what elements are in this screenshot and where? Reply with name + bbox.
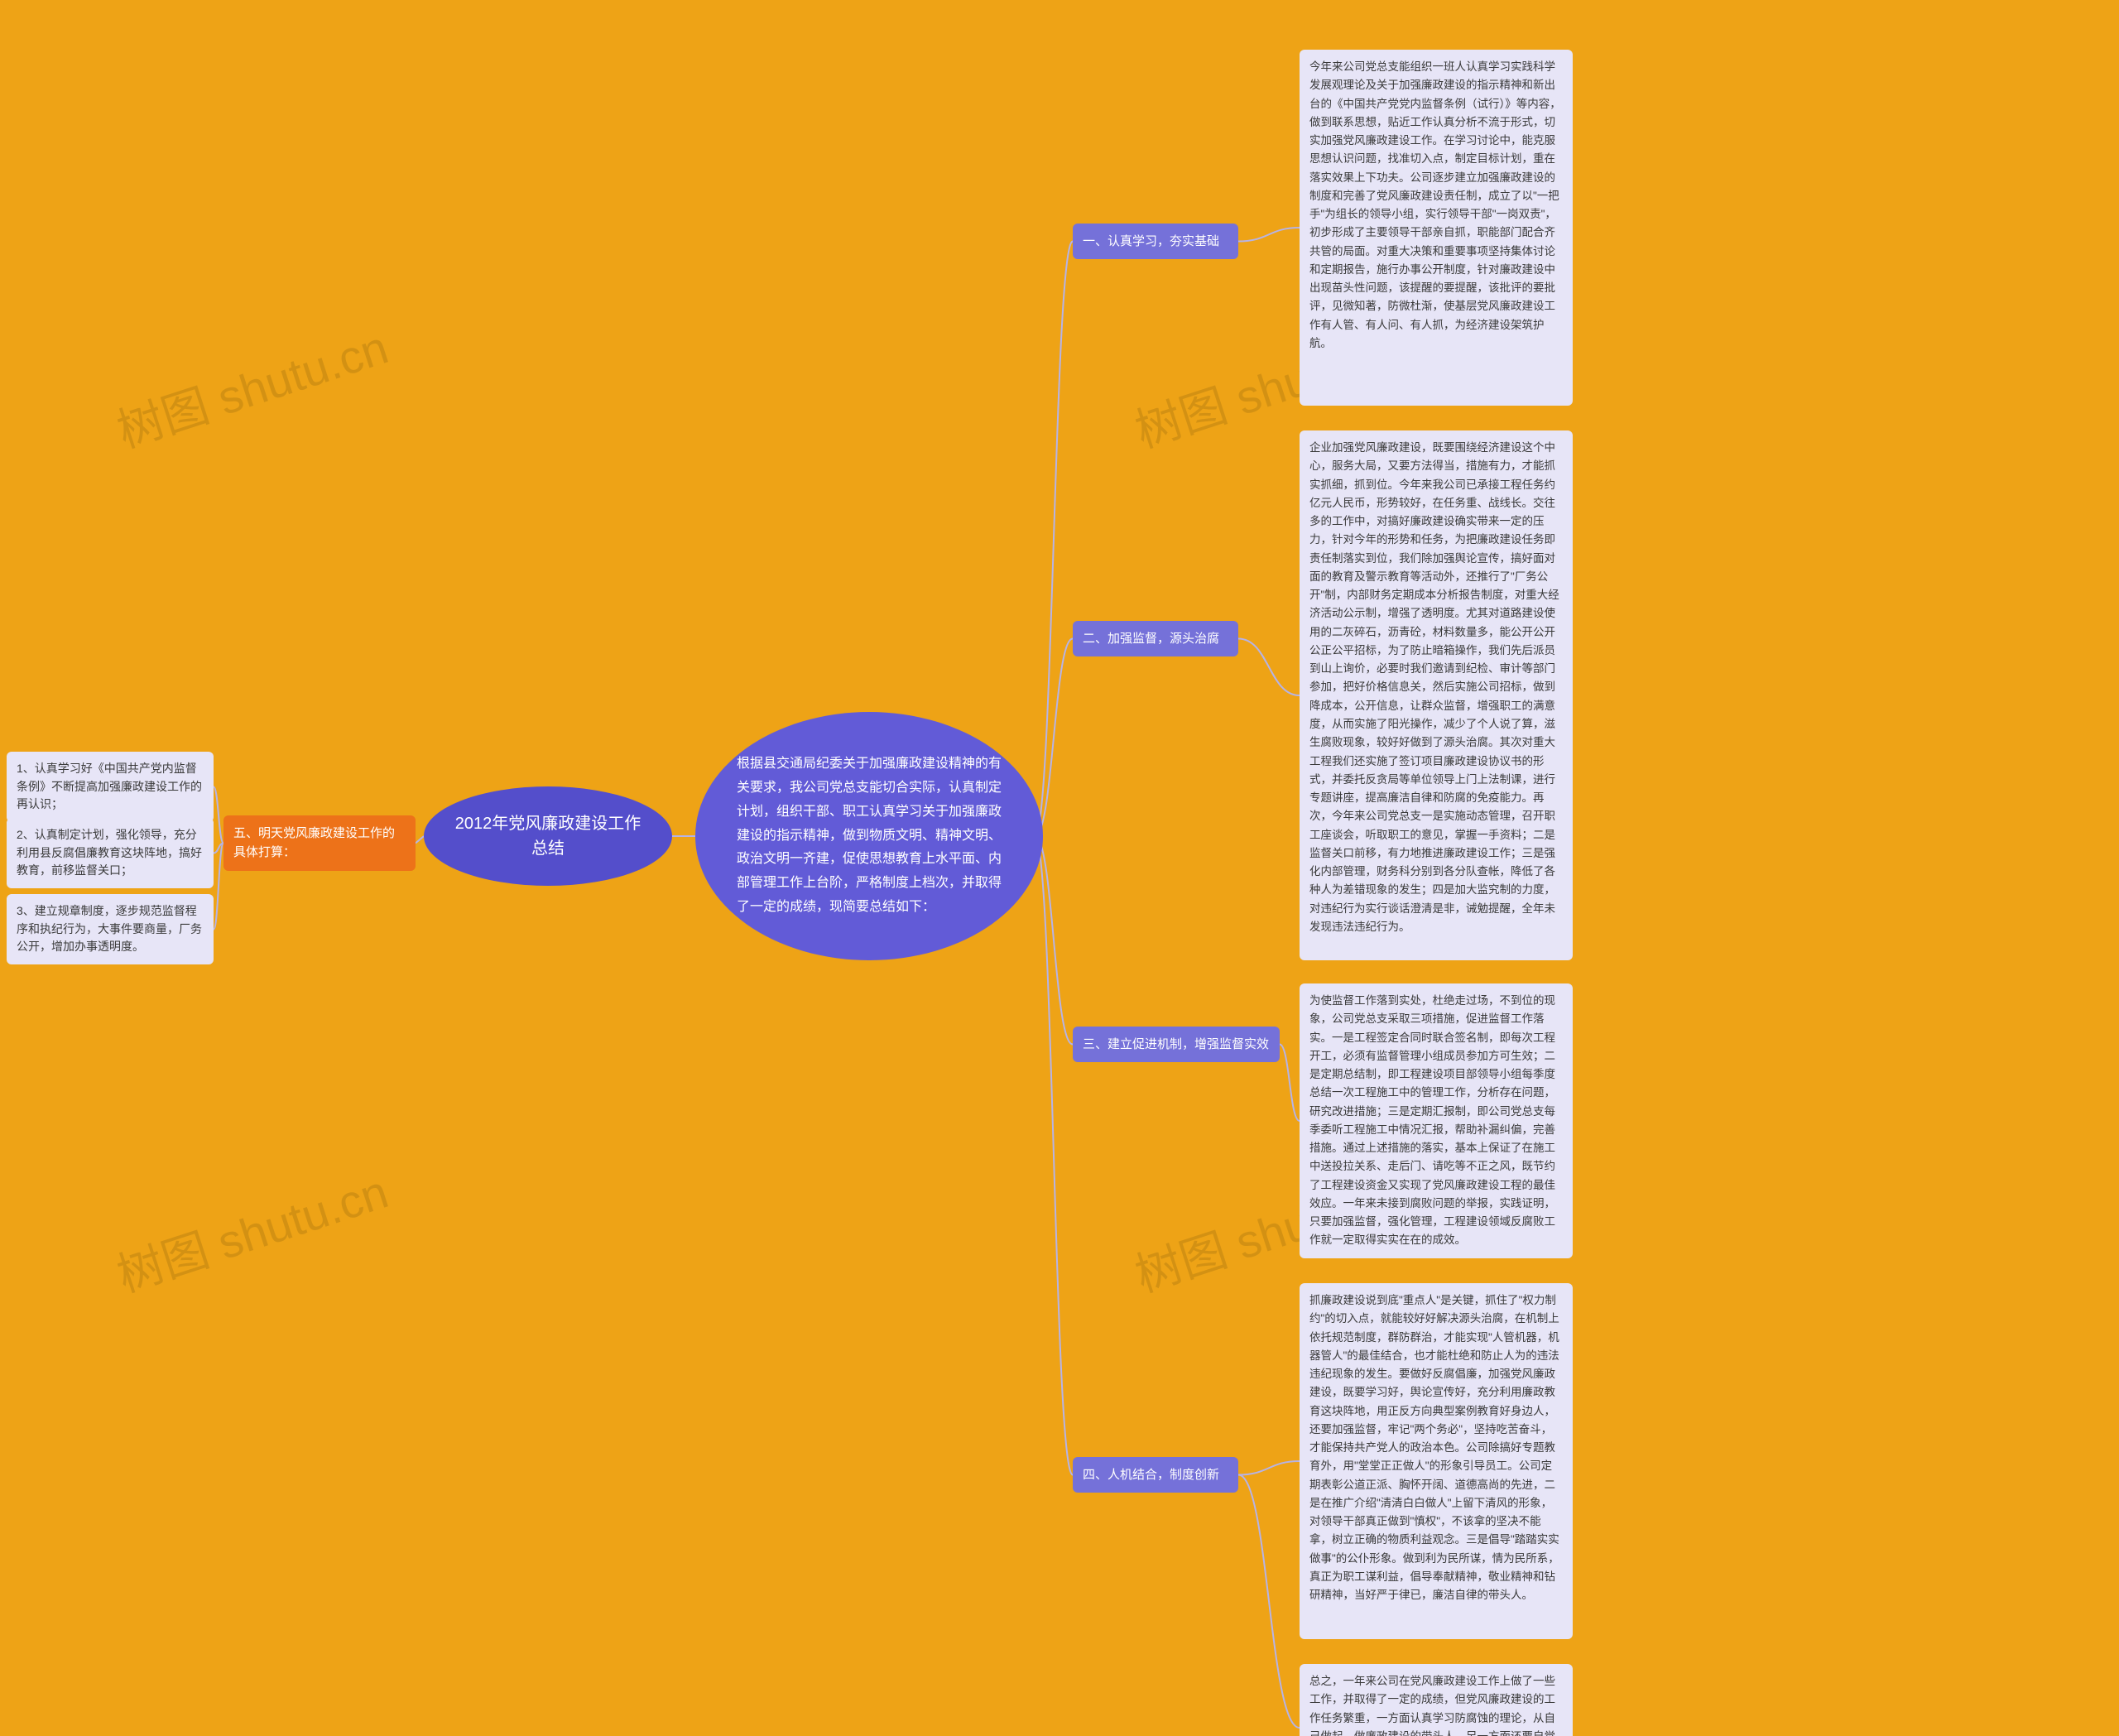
section-header-text: 一、认真学习，夯实基础 bbox=[1083, 232, 1219, 251]
detail-text: 总之，一年来公司在党风廉政建设工作上做了一些工作，并取得了一定的成绩，但党风廉政… bbox=[1309, 1675, 1555, 1736]
connector bbox=[1238, 639, 1300, 696]
connector bbox=[214, 787, 223, 844]
intro-node[interactable]: 根据县交通局纪委关于加强廉政建设精神的有关要求，我公司党总支能切合实际，认真制定… bbox=[695, 712, 1043, 960]
detail-node[interactable]: 为使监督工作落到实处，杜绝走过场，不到位的现象，公司党总支采取三项措施，促进监督… bbox=[1300, 983, 1573, 1258]
connector bbox=[1238, 1475, 1300, 1729]
connector bbox=[416, 836, 424, 844]
left-item[interactable]: 2、认真制定计划，强化领导，充分利用县反腐倡廉教育这块阵地，搞好教育，前移监督关… bbox=[7, 818, 214, 888]
left-header-text: 五、明天党风廉政建设工作的具体打算： bbox=[233, 826, 395, 859]
section-header-text: 二、加强监督，源头治腐 bbox=[1083, 629, 1219, 648]
connector bbox=[1035, 836, 1073, 1045]
left-item-text: 2、认真制定计划，强化领导，充分利用县反腐倡廉教育这块阵地，搞好教育，前移监督关… bbox=[17, 828, 202, 877]
connector bbox=[1238, 1461, 1300, 1475]
section-header-text: 三、建立促进机制，增强监督实效 bbox=[1083, 1035, 1269, 1054]
connector bbox=[1035, 836, 1073, 1475]
root-node[interactable]: 2012年党风廉政建设工作总结 bbox=[424, 786, 672, 886]
intro-text: 根据县交通局纪委关于加强廉政建设精神的有关要求，我公司党总支能切合实际，认真制定… bbox=[737, 753, 1002, 920]
watermark: 树图 shutu.cn bbox=[108, 1155, 396, 1306]
section-header[interactable]: 三、建立促进机制，增强监督实效 bbox=[1073, 1027, 1280, 1062]
left-header-node[interactable]: 五、明天党风廉政建设工作的具体打算： bbox=[223, 815, 416, 871]
left-item[interactable]: 1、认真学习好《中国共产党内监督条例》不断提高加强廉政建设工作的再认识； bbox=[7, 752, 214, 822]
left-item[interactable]: 3、建立规章制度，逐步规范监督程序和执纪行为，大事件要商量，厂务公开，增加办事透… bbox=[7, 894, 214, 964]
detail-node[interactable]: 抓廉政建设说到底"重点人"是关键，抓住了"权力制约"的切入点，就能较好好解决源头… bbox=[1300, 1283, 1573, 1639]
connector bbox=[1280, 1045, 1300, 1122]
detail-text: 企业加强党风廉政建设，既要围绕经济建设这个中心，服务大局，又要方法得当，措施有力… bbox=[1309, 441, 1559, 933]
section-header[interactable]: 四、人机结合，制度创新 bbox=[1073, 1457, 1238, 1493]
mindmap-canvas: 树图 shutu.cn树图 shutu.cn树图 shutu.cn树图 shut… bbox=[0, 0, 2119, 1736]
detail-node[interactable]: 企业加强党风廉政建设，既要围绕经济建设这个中心，服务大局，又要方法得当，措施有力… bbox=[1300, 430, 1573, 960]
connector bbox=[1035, 242, 1073, 837]
detail-text: 为使监督工作落到实处，杜绝走过场，不到位的现象，公司党总支采取三项措施，促进监督… bbox=[1309, 994, 1555, 1246]
detail-node[interactable]: 总之，一年来公司在党风廉政建设工作上做了一些工作，并取得了一定的成绩，但党风廉政… bbox=[1300, 1664, 1573, 1736]
section-header[interactable]: 一、认真学习，夯实基础 bbox=[1073, 224, 1238, 259]
watermark: 树图 shutu.cn bbox=[108, 310, 396, 461]
section-header-text: 四、人机结合，制度创新 bbox=[1083, 1465, 1219, 1484]
connector bbox=[1035, 639, 1073, 837]
connector bbox=[214, 844, 223, 854]
section-header[interactable]: 二、加强监督，源头治腐 bbox=[1073, 621, 1238, 656]
root-label: 2012年党风廉政建设工作总结 bbox=[449, 811, 647, 861]
detail-text: 抓廉政建设说到底"重点人"是关键，抓住了"权力制约"的切入点，就能较好好解决源头… bbox=[1309, 1294, 1559, 1601]
detail-text: 今年来公司党总支能组织一班人认真学习实践科学发展观理论及关于加强廉政建设的指示精… bbox=[1309, 60, 1561, 349]
left-item-text: 1、认真学习好《中国共产党内监督条例》不断提高加强廉政建设工作的再认识； bbox=[17, 762, 202, 810]
left-item-text: 3、建立规章制度，逐步规范监督程序和执纪行为，大事件要商量，厂务公开，增加办事透… bbox=[17, 904, 202, 953]
connector bbox=[1238, 228, 1300, 242]
connector bbox=[214, 844, 223, 930]
detail-node[interactable]: 今年来公司党总支能组织一班人认真学习实践科学发展观理论及关于加强廉政建设的指示精… bbox=[1300, 50, 1573, 406]
